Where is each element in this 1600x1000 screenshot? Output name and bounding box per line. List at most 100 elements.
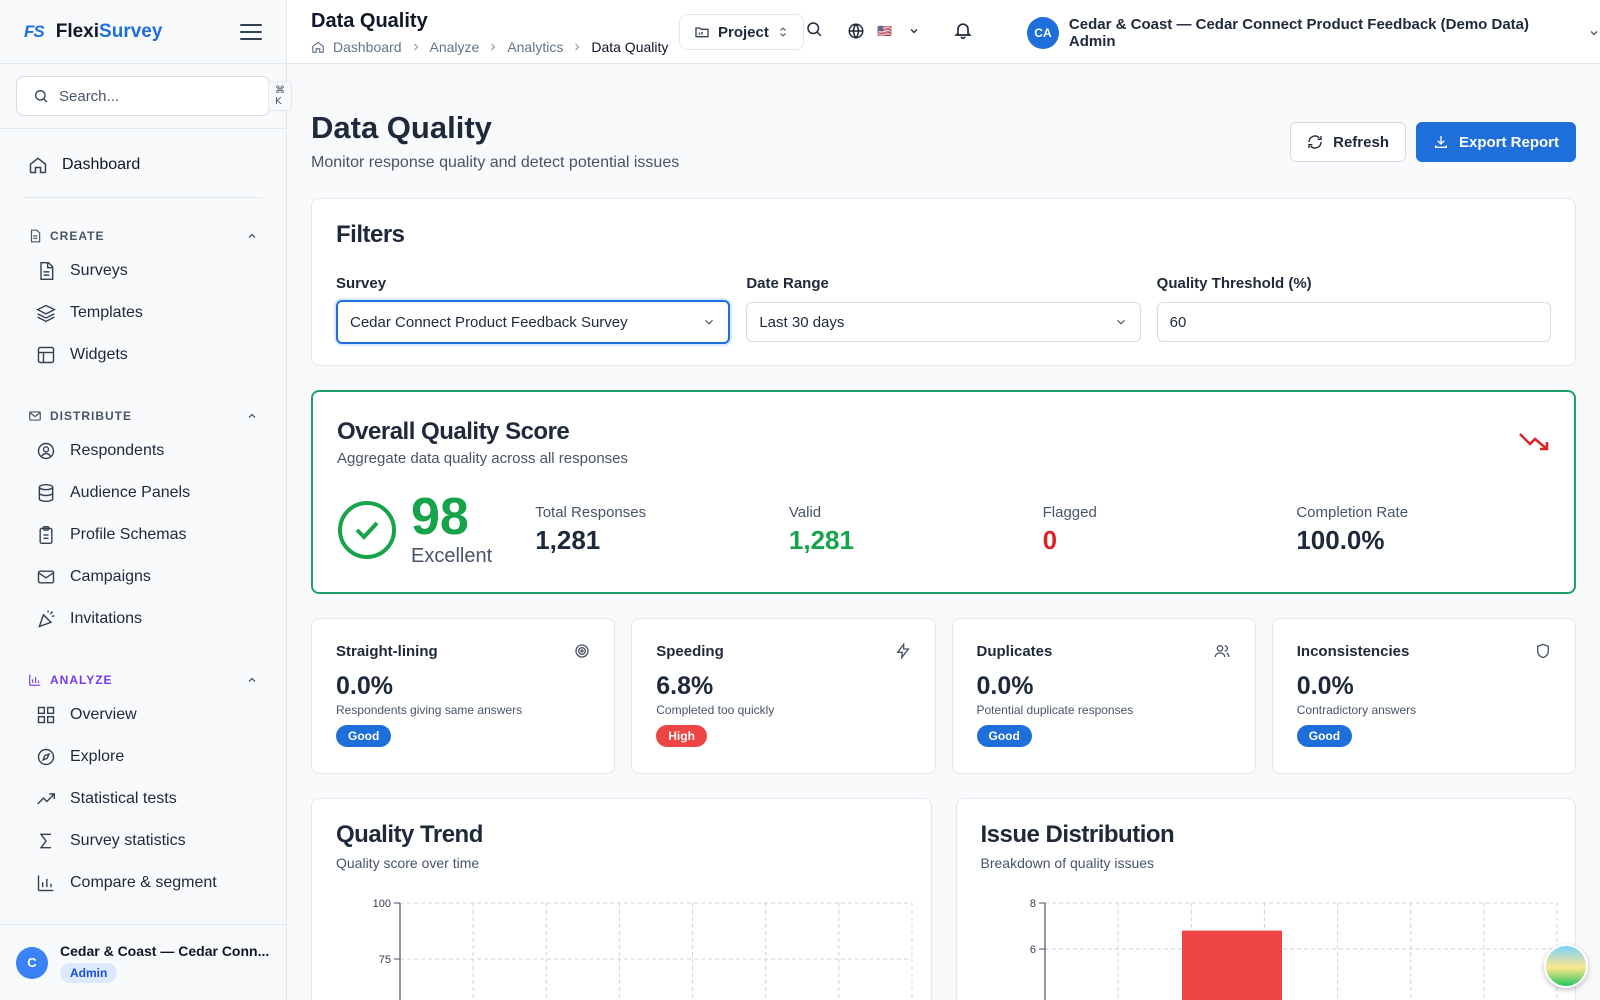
bell-icon[interactable] (953, 20, 973, 40)
nav-group-analyze: ANALYZE Overview Explore Statistical tes… (0, 666, 286, 904)
chevron-down-icon (1114, 315, 1128, 329)
sidebar-item-explore[interactable]: Explore (0, 736, 286, 778)
project-label: Project (718, 23, 769, 41)
role-badge: Admin (60, 962, 118, 983)
file-icon (28, 229, 42, 243)
sidebar-item-compare-segment[interactable]: Compare & segment (0, 862, 286, 904)
issue-distribution-card: Issue Distribution Breakdown of quality … (955, 798, 1576, 1000)
help-widget-button[interactable] (1544, 944, 1588, 988)
select-value: Cedar Connect Product Feedback Survey (350, 313, 628, 331)
chart-title: Issue Distribution (980, 821, 1175, 848)
section-title: ANALYZE (50, 673, 113, 687)
content: Data Quality Monitor response quality an… (287, 64, 1600, 1000)
bar-chart-icon (36, 873, 56, 893)
lightning-icon (895, 643, 911, 659)
compass-icon (36, 747, 56, 767)
chart-subtitle: Breakdown of quality issues (980, 855, 1155, 871)
logo[interactable]: FS FlexiSurvey (24, 21, 162, 43)
status-badge: Good (1296, 725, 1353, 747)
sidebar-item-label: Surveys (70, 262, 128, 279)
bar (1181, 930, 1282, 1000)
sidebar-item-widgets[interactable]: Widgets (0, 334, 286, 376)
section-header-distribute[interactable]: DISTRIBUTE (0, 402, 286, 430)
stat-value: 100.0% (1296, 524, 1385, 555)
topbar-title: Data Quality (311, 10, 428, 32)
sidebar-header: FS FlexiSurvey (0, 0, 286, 64)
trending-up-icon (36, 789, 56, 809)
section-header-analyze[interactable]: ANALYZE (0, 666, 286, 694)
y-tick-label: 100 (373, 898, 391, 910)
date-range-select[interactable]: Last 30 days (746, 302, 1141, 342)
project-selector[interactable]: Project (679, 14, 804, 50)
filters-row: Survey Cedar Connect Product Feedback Su… (336, 275, 1551, 344)
sidebar-item-respondents[interactable]: Respondents (0, 430, 286, 472)
bar-chart-icon (28, 673, 42, 687)
party-popper-icon (36, 609, 56, 629)
sidebar-item-surveys[interactable]: Surveys (0, 250, 286, 292)
sidebar-item-label: Audience Panels (70, 484, 191, 501)
sidebar-item-overview[interactable]: Overview (0, 694, 286, 736)
sidebar-item-label: Explore (70, 748, 125, 765)
metric-description: Potential duplicate responses (976, 703, 1134, 717)
sidebar-item-label: Dashboard (62, 156, 141, 173)
menu-icon[interactable] (240, 23, 262, 40)
overall-subtitle: Aggregate data quality across all respon… (337, 450, 629, 467)
sidebar-item-campaigns[interactable]: Campaigns (0, 556, 286, 598)
chevron-right-icon (571, 41, 583, 53)
metric-title: Speeding (656, 643, 724, 660)
select-value: Last 30 days (759, 313, 845, 331)
metric-title: Duplicates (976, 643, 1053, 660)
sidebar-item-survey-statistics[interactable]: Survey statistics (0, 820, 286, 862)
sidebar-nav: Dashboard CREATE Surveys T (0, 129, 286, 924)
chevron-right-icon (487, 41, 499, 53)
chart-subtitle: Quality score over time (336, 855, 480, 871)
sidebar-item-profile-schemas[interactable]: Profile Schemas (0, 514, 286, 556)
metric-value: 0.0% (336, 672, 393, 700)
stat-total-responses: Total Responses 1,281 (535, 504, 789, 556)
nav-group-create: CREATE Surveys Templates Widgets (0, 222, 286, 376)
mail-icon (28, 409, 42, 423)
sidebar-item-label: Templates (70, 304, 143, 321)
metric-value: 0.0% (976, 672, 1034, 700)
sidebar-item-label: Statistical tests (70, 790, 177, 807)
filters-card: Filters Survey Cedar Connect Product Fee… (311, 198, 1576, 366)
sidebar-item-statistical-tests[interactable]: Statistical tests (0, 778, 286, 820)
sidebar-item-label: Profile Schemas (70, 526, 187, 543)
sidebar-item-label: Respondents (70, 442, 165, 459)
search-input[interactable] (59, 87, 258, 105)
survey-select[interactable]: Cedar Connect Product Feedback Survey (336, 300, 731, 344)
sidebar-item-templates[interactable]: Templates (0, 292, 286, 334)
sidebar-item-dashboard[interactable]: Dashboard (0, 145, 286, 185)
filter-survey: Survey Cedar Connect Product Feedback Su… (336, 275, 731, 344)
breadcrumb-item[interactable]: Analyze (429, 39, 480, 55)
refresh-button[interactable]: Refresh (1290, 122, 1406, 162)
section-header-create[interactable]: CREATE (0, 222, 286, 250)
button-label: Refresh (1333, 133, 1389, 151)
quality-score: 98 (411, 488, 469, 546)
filter-label: Date Range (746, 275, 829, 292)
quality-trend-chart: 100 75 (373, 898, 913, 1000)
export-report-button[interactable]: Export Report (1415, 122, 1576, 162)
status-badge: High (656, 725, 707, 747)
stat-value: 0 (1042, 524, 1058, 555)
sidebar-item-audience-panels[interactable]: Audience Panels (0, 472, 286, 514)
search-icon[interactable] (805, 20, 823, 38)
overall-quality-card: Overall Quality Score Aggregate data qua… (311, 390, 1576, 594)
sidebar-item-invitations[interactable]: Invitations (0, 598, 286, 640)
metric-description: Respondents giving same answers (336, 703, 523, 717)
metrics-row: Straight-lining 0.0% Respondents giving … (311, 618, 1576, 774)
filters-title: Filters (336, 221, 405, 248)
sidebar-footer[interactable]: C Cedar & Coast — Cedar Conn... Admin (0, 924, 286, 1000)
user-menu[interactable]: CA Cedar & Coast — Cedar Connect Product… (1027, 16, 1600, 50)
avatar: CA (1027, 17, 1059, 49)
sidebar-search: ⌘ K (16, 76, 292, 116)
globe-icon (847, 22, 865, 40)
users-icon (1213, 643, 1231, 659)
breadcrumb-item[interactable]: Dashboard (333, 39, 402, 55)
quality-threshold-input[interactable] (1156, 302, 1551, 342)
user-circle-icon (36, 441, 56, 461)
language-selector[interactable]: 🇺🇸 (847, 22, 920, 40)
breadcrumb-item[interactable]: Analytics (507, 39, 564, 55)
breadcrumb: Dashboard Analyze Analytics Data Quality (311, 39, 668, 55)
chevron-right-icon (410, 41, 422, 53)
